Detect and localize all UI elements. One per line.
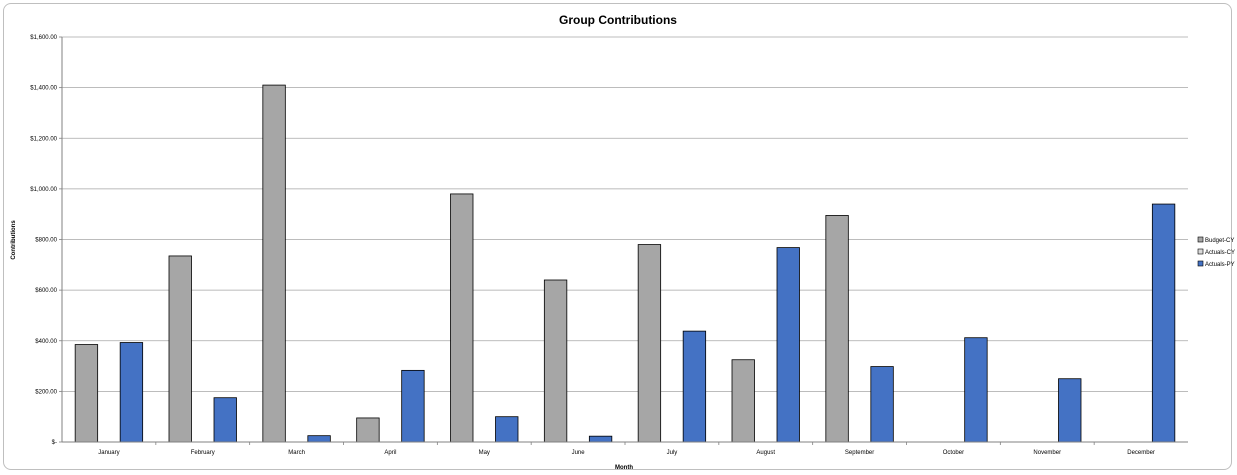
x-tick-label: January xyxy=(98,450,119,456)
legend-label: Actuals-PY xyxy=(1205,262,1235,268)
bar-budget-cy xyxy=(262,84,286,443)
bar-actuals-py xyxy=(1058,378,1082,443)
bar-actuals-py xyxy=(495,416,519,443)
y-tick-label: $1,200.00 xyxy=(30,136,57,142)
x-axis-title: Month xyxy=(615,465,633,471)
x-tick-label: April xyxy=(384,450,396,456)
y-tick-label: $200.00 xyxy=(35,389,57,395)
bar-actuals-py xyxy=(1151,203,1176,443)
x-axis-ticks: January February March April May June July Augu… xyxy=(98,442,1155,456)
bar-actuals-py xyxy=(682,330,707,443)
y-tick-label: $1,000.00 xyxy=(30,187,57,193)
bar-actuals-py xyxy=(307,435,331,443)
bar-actuals-py xyxy=(588,435,613,443)
y-axis-ticks: $- $200.00 $400.00 $600.00 $800.00 $1,000.00 $… xyxy=(30,35,62,446)
x-tick-label: August xyxy=(756,450,775,456)
legend-label: Actuals-CY xyxy=(1205,250,1235,256)
bar-budget-cy xyxy=(356,417,380,443)
gridlines xyxy=(62,36,1188,392)
y-tick-label: $1,600.00 xyxy=(30,35,57,41)
bar-actuals-py xyxy=(213,397,237,443)
bar-actuals-py xyxy=(870,366,894,443)
bar-actuals-py xyxy=(964,337,988,443)
bar-budget-cy xyxy=(543,279,568,443)
legend-label: Budget-CY xyxy=(1205,238,1234,244)
chart-title: Group Contributions xyxy=(559,13,677,27)
bar-budget-cy xyxy=(168,255,192,443)
x-tick-label: July xyxy=(667,450,678,456)
bar-actuals-py xyxy=(776,247,800,443)
bar-budget-cy xyxy=(450,193,474,443)
x-tick-label: May xyxy=(479,450,490,456)
bar-budget-cy xyxy=(731,359,755,443)
legend-swatch xyxy=(1197,260,1204,267)
x-tick-label: March xyxy=(288,450,305,456)
x-tick-label: September xyxy=(845,450,874,456)
x-tick-label: February xyxy=(191,450,215,456)
legend-swatch xyxy=(1197,248,1204,255)
bars xyxy=(74,84,1176,443)
x-tick-label: June xyxy=(572,450,586,456)
bar-actuals-py xyxy=(119,342,144,443)
y-axis-title: Contributions xyxy=(11,220,17,260)
chart-frame xyxy=(3,3,1232,470)
y-tick-label: $400.00 xyxy=(35,339,57,345)
legend-swatch xyxy=(1197,236,1204,243)
x-tick-label: December xyxy=(1127,450,1155,456)
bar-budget-cy xyxy=(637,244,662,443)
x-tick-label: November xyxy=(1033,450,1061,456)
bar-budget-cy xyxy=(825,215,849,443)
y-tick-label: $- xyxy=(52,440,57,446)
y-tick-label: $1,400.00 xyxy=(30,86,57,92)
y-tick-label: $600.00 xyxy=(35,288,57,294)
legend: Budget-CY Actuals-CY Actuals-PY xyxy=(1197,236,1235,268)
y-tick-label: $800.00 xyxy=(35,238,57,244)
bar-actuals-py xyxy=(401,369,425,443)
bar-budget-cy xyxy=(74,344,99,443)
x-tick-label: October xyxy=(943,450,964,456)
